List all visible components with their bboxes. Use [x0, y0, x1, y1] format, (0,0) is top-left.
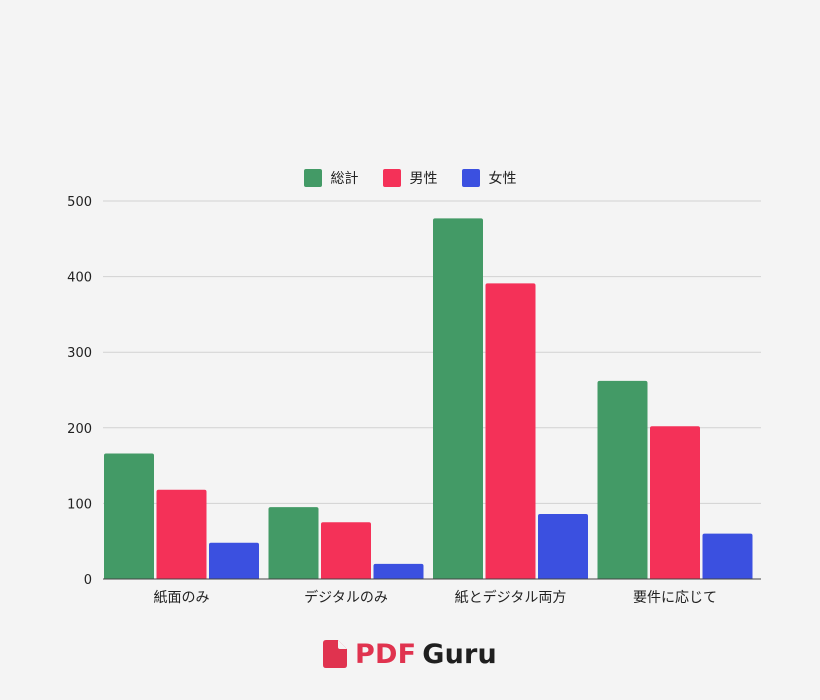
legend-label: 男性 [409, 171, 438, 187]
bar-0-0 [104, 453, 154, 579]
bar-3-0 [597, 380, 648, 579]
brand-name-guru: Guru [422, 638, 497, 670]
bar-1-1 [321, 522, 371, 579]
y-tick-label: 400 [67, 271, 92, 286]
legend-item: 男性 [382, 168, 438, 188]
brand-name-pdf: PDF [355, 638, 417, 670]
legend-swatch [382, 169, 401, 187]
bar-3-2 [702, 533, 753, 579]
x-tick-label: 要件に応じて [633, 590, 717, 606]
bar-0-2 [209, 542, 259, 579]
legend-item: 総計 [303, 168, 359, 188]
bar-0-1 [156, 489, 207, 579]
axes: 0 100 200 300 400 500 紙面のみ デジタルのみ 紙とデジタル両方 要件に応じて [67, 195, 761, 606]
y-tick-label: 200 [67, 422, 92, 437]
y-tick-label: 100 [67, 497, 92, 512]
x-tick-label: デジタルのみ [304, 589, 388, 606]
legend: 総計 男性 女性 [0, 167, 820, 189]
bar-2-2 [538, 513, 588, 579]
x-tick-label: 紙面のみ [154, 590, 210, 606]
legend-swatch [303, 169, 322, 187]
x-tick-label: 紙とデジタル両方 [455, 589, 567, 606]
y-tick-label: 0 [84, 573, 92, 588]
bar-1-0 [268, 507, 319, 579]
pdf-file-icon [323, 640, 347, 668]
legend-label: 女性 [488, 171, 517, 187]
brand-logo: PDF Guru [0, 636, 820, 672]
bar-1-2 [373, 563, 424, 579]
bar-3-1 [650, 426, 700, 579]
bar-2-0 [433, 218, 483, 579]
y-tick-label: 300 [67, 346, 92, 361]
legend-label: 総計 [330, 171, 359, 187]
y-tick-label: 500 [67, 195, 92, 210]
bars [104, 218, 753, 579]
bar-2-1 [485, 283, 536, 579]
legend-item: 女性 [461, 168, 517, 188]
legend-swatch [461, 169, 480, 187]
